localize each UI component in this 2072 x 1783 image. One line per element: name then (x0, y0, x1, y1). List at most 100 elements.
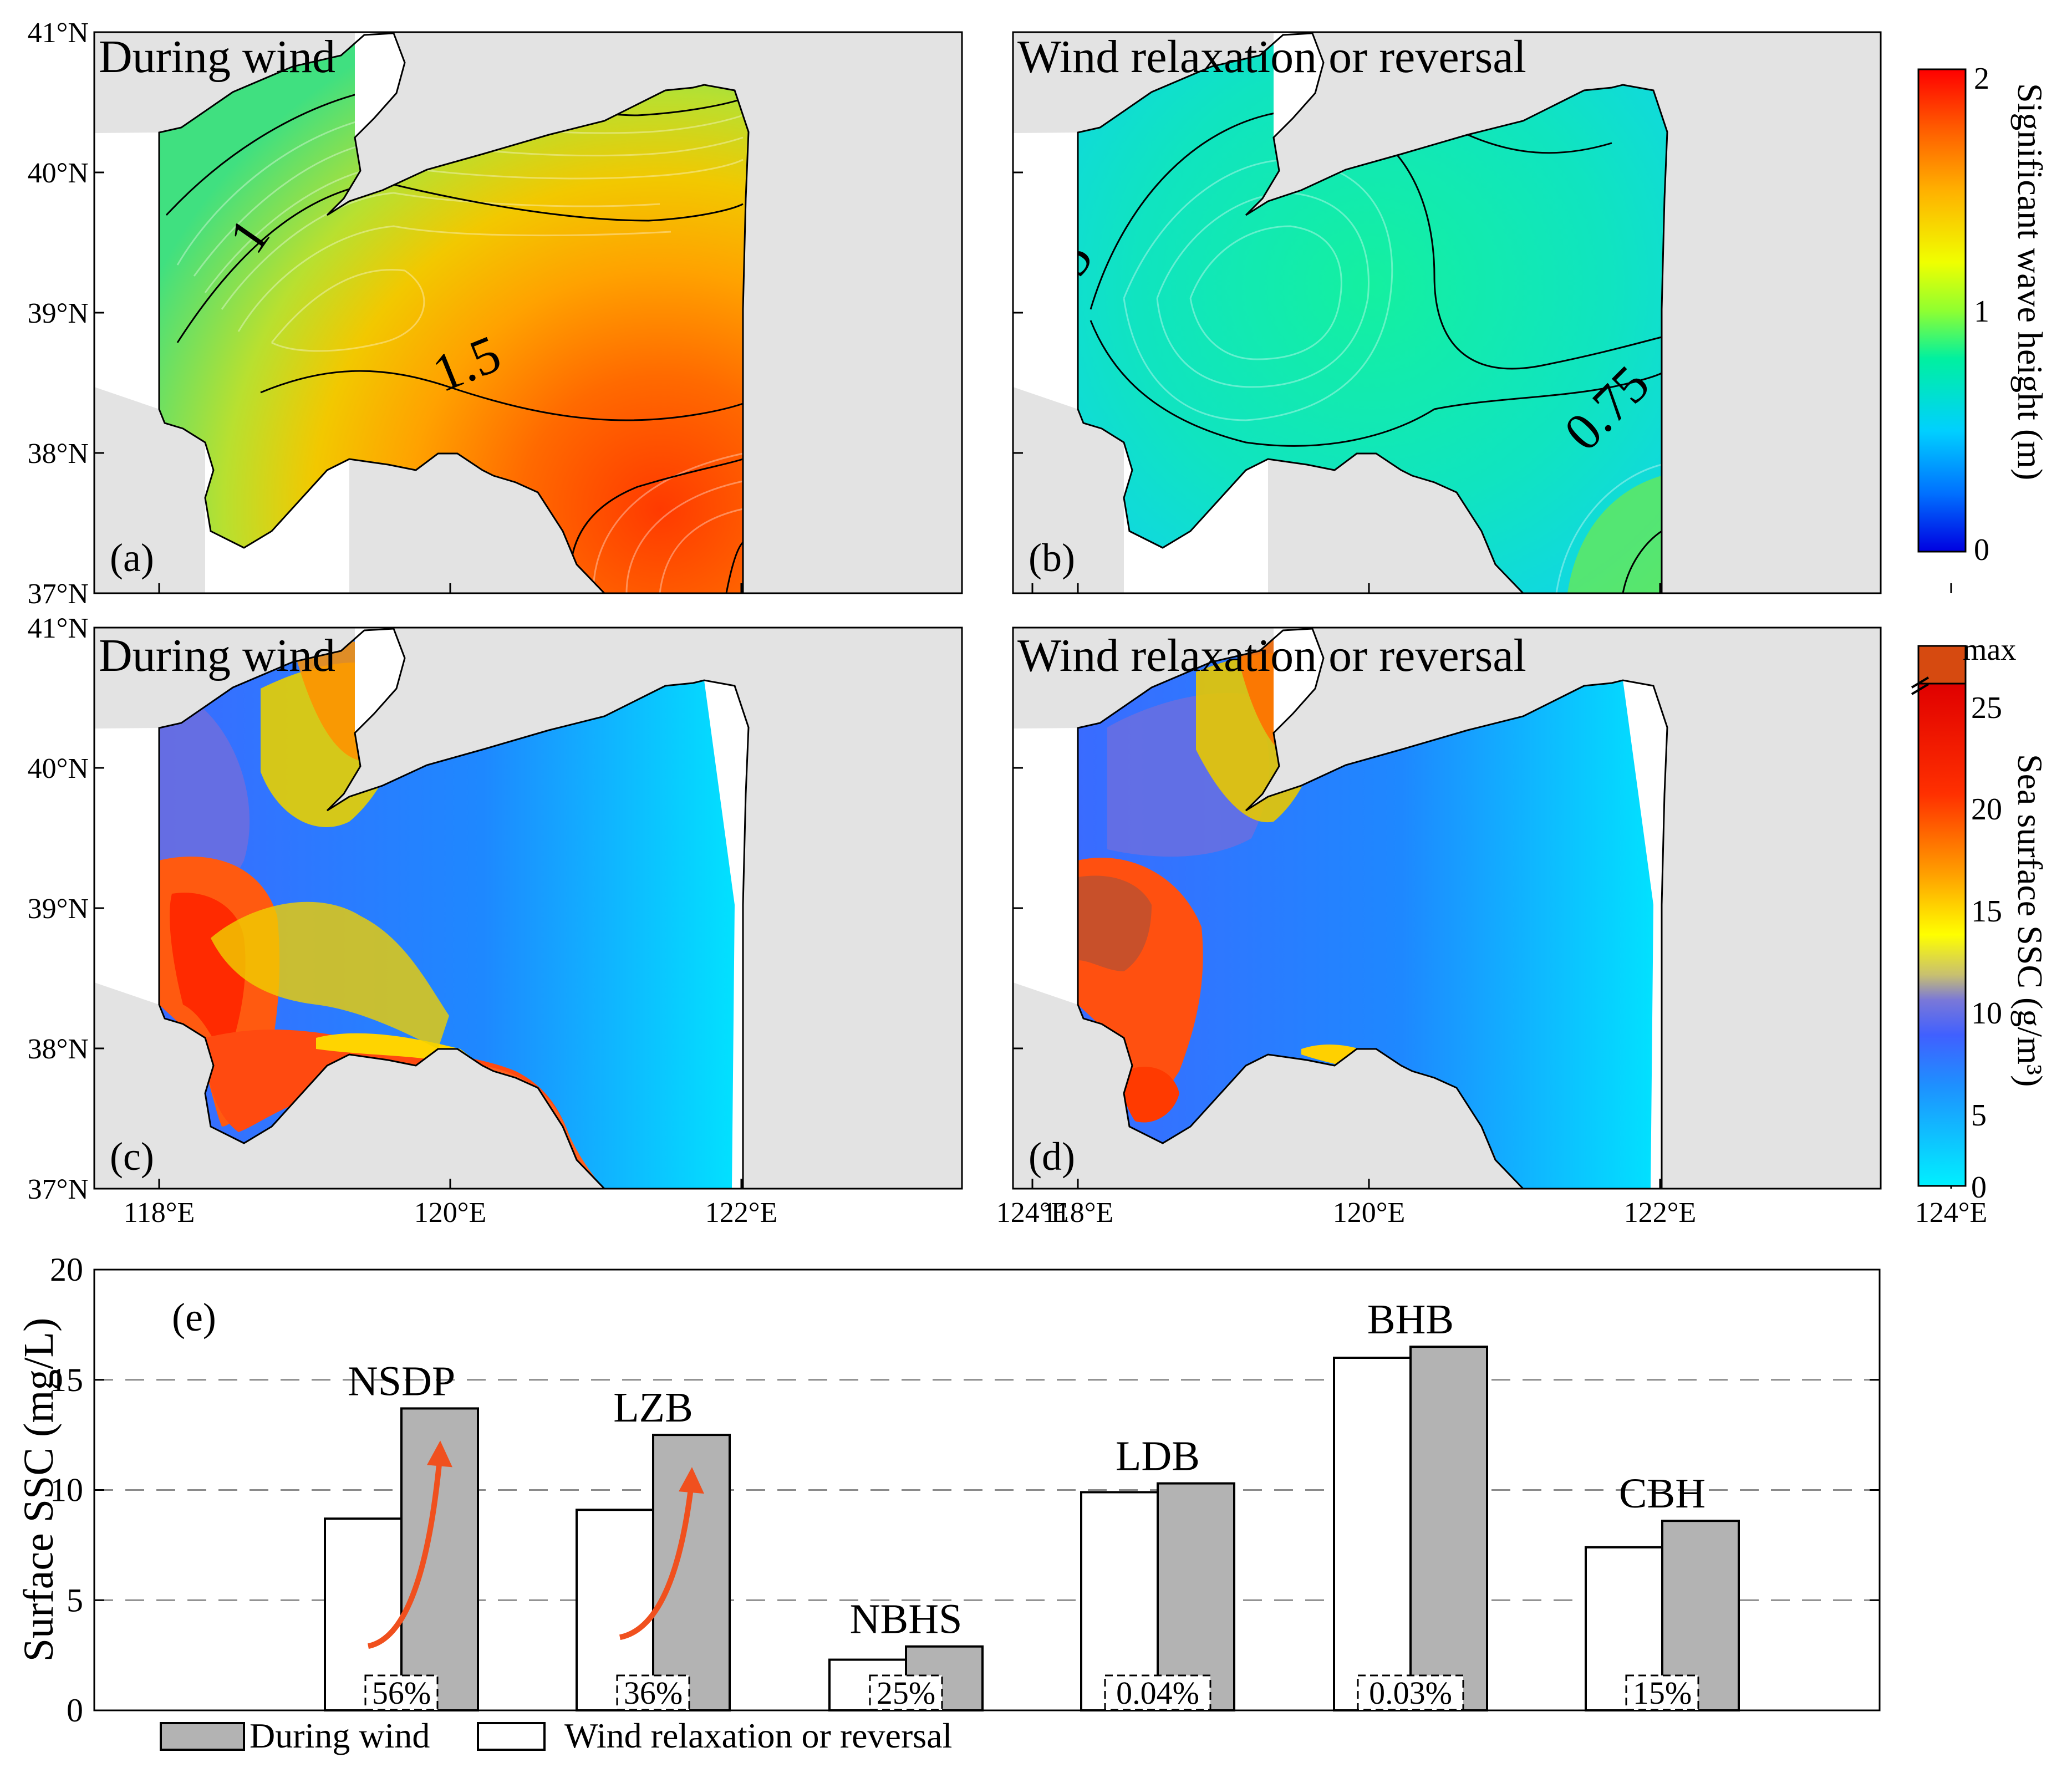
panel-d-land-north (1246, 628, 1323, 733)
panel-c-turbid-zones (128, 641, 604, 1189)
legend-relax-swatch (477, 1722, 546, 1751)
lon-label-c-3: 124°E (996, 1197, 1069, 1229)
colorbar-ssc-bar (1917, 682, 1967, 1187)
ytick-label-10: 10 (50, 1472, 83, 1509)
panel-c-title: During wind (99, 630, 335, 681)
panel-a-land-west (94, 133, 159, 409)
panel-a-land-north (327, 32, 405, 137)
pct-label-NSDP: 56% (372, 1675, 431, 1711)
panel-c-land-north (327, 628, 405, 733)
lon-label-d-3: 124°E (1915, 1197, 1988, 1229)
bar-chart-e: (e) Surface SSC (mg/L) 0 5 10 15 20 NSDP 56% L… (16, 1251, 1881, 1755)
colorbar-ssc-tick-10: 10 (1971, 996, 2002, 1031)
pct-box-NSDP (364, 1674, 439, 1711)
bar-during-LDB (1157, 1482, 1235, 1711)
panel-a-land-shandong (205, 442, 349, 593)
lat-label-a-2: 39°N (28, 298, 89, 329)
ytick-label-15: 15 (50, 1362, 83, 1398)
colorbar-ssc-tick-0: 0 (1971, 1170, 1987, 1205)
bar-category-label-NSDP: NSDP (348, 1358, 455, 1404)
lat-label-a-0: 41°N (28, 17, 89, 49)
bar-chart-legend: During wind Wind relaxation or reversal (160, 1716, 952, 1755)
lon-label-c-1: 120°E (414, 1197, 487, 1229)
panel-a-title: During wind (99, 31, 335, 83)
increase-arrowhead-NSDP (427, 1440, 452, 1468)
bar-chart-marks: NSDP 56% LZB 36% NBHS 25% LDB 0.04% BHB 0.03% CBH 1… (324, 1296, 1740, 1712)
panel-d: Wind relaxation or reversal (d) (1012, 626, 1882, 1190)
legend-during-swatch (160, 1722, 245, 1751)
colorbar-ssc-break-icon (1911, 676, 1930, 695)
panel-c: During wind (c) (93, 626, 963, 1190)
colorbar-ssc-label: Sea surface SSC (g/m³) (2010, 754, 2050, 1087)
colorbar-wave-tick-2: 2 (1974, 62, 1989, 96)
increase-arrowhead-LZB (679, 1467, 704, 1494)
colorbar-ssc-tick-20: 20 (1971, 792, 2002, 827)
colorbar-wave-label: Significant wave height (m) (2010, 83, 2050, 480)
pct-label-LZB: 36% (624, 1675, 683, 1711)
pct-label-NBHS: 25% (877, 1675, 935, 1711)
bar-category-label-CBH: CBH (1619, 1470, 1706, 1517)
panel-d-letter: (d) (1029, 1134, 1075, 1179)
map-axes-ticks: 41°N40°N39°N38°N37°N41°N40°N39°N38°N37°N… (28, 17, 1988, 1229)
lat-label-c-0: 41°N (28, 613, 89, 644)
lat-label-c-3: 38°N (28, 1033, 89, 1065)
colorbar-wave-bar (1917, 68, 1967, 553)
lat-label-a-4: 37°N (28, 578, 89, 610)
panel-d-land-west (1013, 728, 1078, 1005)
panel-c-nodata-edge (704, 680, 749, 1189)
colorbar-wave: 2 1 0 Significant wave height (m) (1917, 62, 2050, 567)
lon-label-d-0: 118°E (1042, 1197, 1114, 1229)
ytick-label-20: 20 (50, 1251, 83, 1288)
colorbar-ssc-tick-max: max (1963, 633, 2016, 667)
bar-category-label-LDB: LDB (1116, 1433, 1200, 1480)
bar-during-BHB (1409, 1346, 1488, 1711)
increase-arrow-LZB (619, 1479, 695, 1641)
pct-box-LZB (616, 1674, 690, 1711)
ytick-label-0: 0 (67, 1692, 83, 1729)
colorbar-ssc-tick-5: 5 (1971, 1098, 1987, 1133)
colorbar-wave-tick-1: 1 (1974, 294, 1989, 329)
bar-category-label-LZB: LZB (613, 1384, 693, 1431)
bar-chart-ylabel: Surface SSC (mg/L) (16, 1318, 62, 1662)
bar-chart-yticks: 0 5 10 15 20 (50, 1251, 1880, 1729)
pct-label-LDB: 0.04% (1116, 1675, 1199, 1711)
lon-label-c-2: 122°E (705, 1197, 778, 1229)
pct-box-LDB (1104, 1674, 1211, 1711)
panel-b-major-contours (1090, 109, 1662, 593)
panel-b-land-shandong (1124, 442, 1268, 593)
bar-chart-letter: (e) (172, 1295, 216, 1339)
panel-b-letter: (b) (1029, 536, 1075, 580)
panel-b-minor-contours (1123, 159, 1662, 593)
colorbar-ssc-tick-15: 15 (1971, 894, 2002, 929)
pct-box-BHB (1357, 1674, 1464, 1711)
lat-label-a-1: 40°N (28, 157, 89, 189)
panel-d-title: Wind relaxation or reversal (1017, 630, 1526, 681)
bar-relax-BHB (1333, 1357, 1412, 1711)
panel-c-land-west (94, 728, 159, 1005)
panel-b-land-west (1013, 133, 1078, 409)
colorbar-ssc: max 25 20 15 10 5 0 Sea surface SSC (g/m… (1911, 633, 2050, 1205)
legend-relax-label: Wind relaxation or reversal (564, 1716, 952, 1755)
lon-label-c-0: 118°E (124, 1197, 195, 1229)
lat-label-c-1: 40°N (28, 753, 89, 784)
pct-box-NBHS (869, 1674, 943, 1711)
panel-b-land-north (1246, 32, 1323, 137)
pct-box-CBH (1625, 1674, 1699, 1711)
lon-label-d-1: 120°E (1333, 1197, 1406, 1229)
pct-label-CBH: 15% (1633, 1675, 1692, 1711)
legend-during-label: During wind (250, 1716, 430, 1755)
lon-label-d-2: 122°E (1624, 1197, 1697, 1229)
colorbar-wave-tick-0: 0 (1974, 533, 1989, 567)
panel-c-letter: (c) (110, 1134, 154, 1179)
panel-a: 1 1.5 During wind (a) (93, 31, 963, 594)
ytick-label-5: 5 (67, 1582, 83, 1618)
colorbar-ssc-max-segment (1917, 645, 1967, 685)
lat-label-a-3: 38°N (28, 438, 89, 470)
pct-label-BHB: 0.03% (1369, 1675, 1452, 1711)
lat-label-c-4: 37°N (28, 1174, 89, 1205)
colorbar-ssc-tick-25: 25 (1971, 691, 2002, 725)
panel-b: 0.5 0.75 Wind relaxation or reversal (b) (1012, 31, 1882, 594)
increase-arrow-NSDP (367, 1452, 443, 1649)
bar-relax-LDB (1080, 1491, 1159, 1712)
